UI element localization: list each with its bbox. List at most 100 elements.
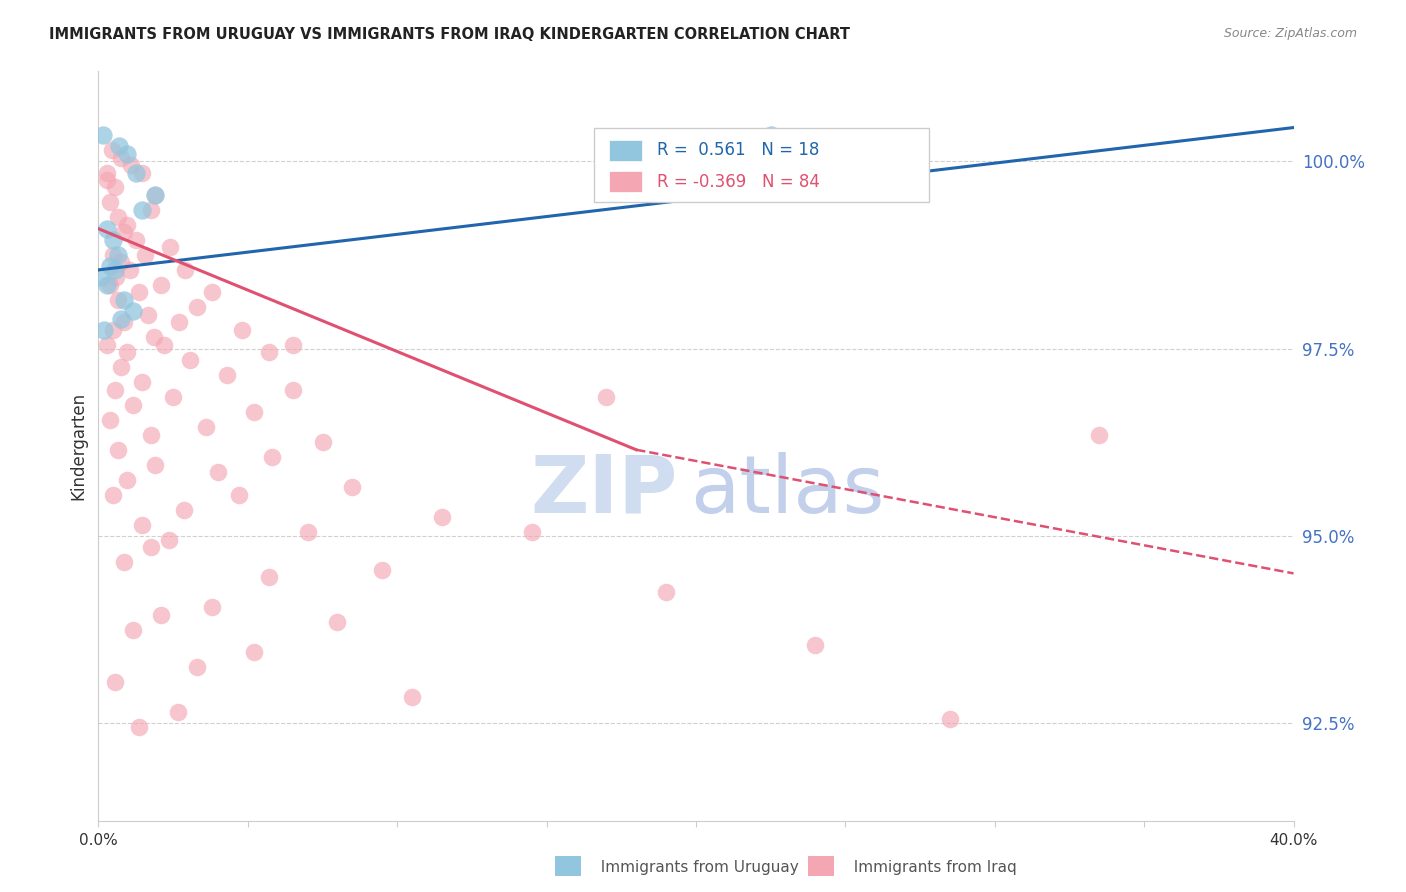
Point	[104, 383, 127, 397]
Point	[157, 533, 180, 547]
Point	[167, 315, 190, 329]
Point	[179, 352, 201, 367]
Point	[104, 270, 127, 285]
Point	[98, 259, 122, 273]
Point	[804, 638, 827, 652]
Point	[186, 660, 208, 674]
Text: Immigrants from Iraq: Immigrants from Iraq	[844, 860, 1017, 874]
Point	[201, 285, 224, 300]
Text: ZIP: ZIP	[531, 452, 678, 530]
Point	[121, 304, 143, 318]
Point	[326, 615, 349, 629]
Point	[136, 308, 159, 322]
Point	[342, 480, 364, 494]
Point	[115, 218, 138, 232]
Point	[128, 285, 150, 300]
Text: Source: ZipAtlas.com: Source: ZipAtlas.com	[1223, 27, 1357, 40]
Point	[115, 473, 138, 487]
Point	[110, 255, 132, 269]
Point	[401, 690, 423, 704]
Point	[96, 277, 118, 292]
Point	[96, 165, 118, 179]
Point	[121, 623, 143, 637]
Point	[228, 488, 250, 502]
Point	[243, 405, 266, 419]
Point	[118, 263, 141, 277]
Point	[243, 645, 266, 659]
Point	[98, 195, 121, 210]
FancyBboxPatch shape	[595, 128, 929, 202]
Point	[98, 277, 121, 292]
Point	[371, 563, 394, 577]
Point	[104, 180, 127, 194]
Point	[101, 488, 124, 502]
Point	[108, 139, 131, 153]
Point	[96, 338, 118, 352]
Point	[139, 202, 162, 217]
Point	[110, 151, 132, 165]
Point	[101, 248, 124, 262]
Point	[107, 211, 129, 225]
Point	[96, 173, 118, 187]
Point	[939, 713, 962, 727]
Point	[107, 442, 129, 457]
Point	[595, 390, 617, 404]
Point	[159, 240, 181, 254]
Point	[150, 277, 173, 292]
Point	[112, 315, 135, 329]
Point	[173, 502, 195, 516]
Point	[125, 233, 148, 247]
Point	[142, 330, 165, 344]
Text: Immigrants from Uruguay: Immigrants from Uruguay	[591, 860, 799, 874]
Point	[281, 338, 304, 352]
Point	[131, 202, 153, 217]
Point	[107, 293, 129, 307]
Point	[125, 165, 148, 179]
Point	[107, 248, 129, 262]
Point	[128, 720, 150, 734]
Point	[186, 301, 208, 315]
Point	[91, 128, 114, 142]
Point	[260, 450, 283, 465]
Text: R = -0.369   N = 84: R = -0.369 N = 84	[657, 172, 820, 191]
Point	[131, 376, 153, 390]
Point	[231, 323, 253, 337]
Point	[143, 188, 166, 202]
Text: atlas: atlas	[690, 452, 884, 530]
Point	[103, 233, 125, 247]
FancyBboxPatch shape	[609, 139, 643, 161]
Point	[110, 311, 132, 326]
Point	[520, 525, 543, 540]
Point	[112, 293, 135, 307]
Point	[101, 323, 124, 337]
Point	[104, 675, 127, 690]
Point	[120, 158, 142, 172]
Point	[110, 360, 132, 375]
Point	[131, 517, 153, 532]
Point	[655, 585, 678, 599]
Point	[90, 270, 112, 285]
Point	[162, 390, 184, 404]
Point	[143, 188, 166, 202]
Point	[311, 435, 333, 450]
Point	[115, 146, 138, 161]
Point	[166, 705, 188, 719]
Point	[257, 345, 280, 359]
Point	[201, 600, 224, 615]
Point	[281, 383, 304, 397]
Point	[134, 248, 156, 262]
Point	[150, 607, 173, 622]
Point	[131, 165, 153, 179]
Point	[195, 420, 218, 434]
Point	[93, 323, 115, 337]
Point	[143, 458, 166, 472]
Point	[139, 427, 162, 442]
FancyBboxPatch shape	[609, 171, 643, 192]
Point	[207, 465, 229, 479]
Point	[139, 540, 162, 554]
Point	[257, 570, 280, 584]
Point	[96, 221, 118, 235]
Y-axis label: Kindergarten: Kindergarten	[69, 392, 87, 500]
Text: R =  0.561   N = 18: R = 0.561 N = 18	[657, 141, 818, 159]
Point	[112, 226, 135, 240]
